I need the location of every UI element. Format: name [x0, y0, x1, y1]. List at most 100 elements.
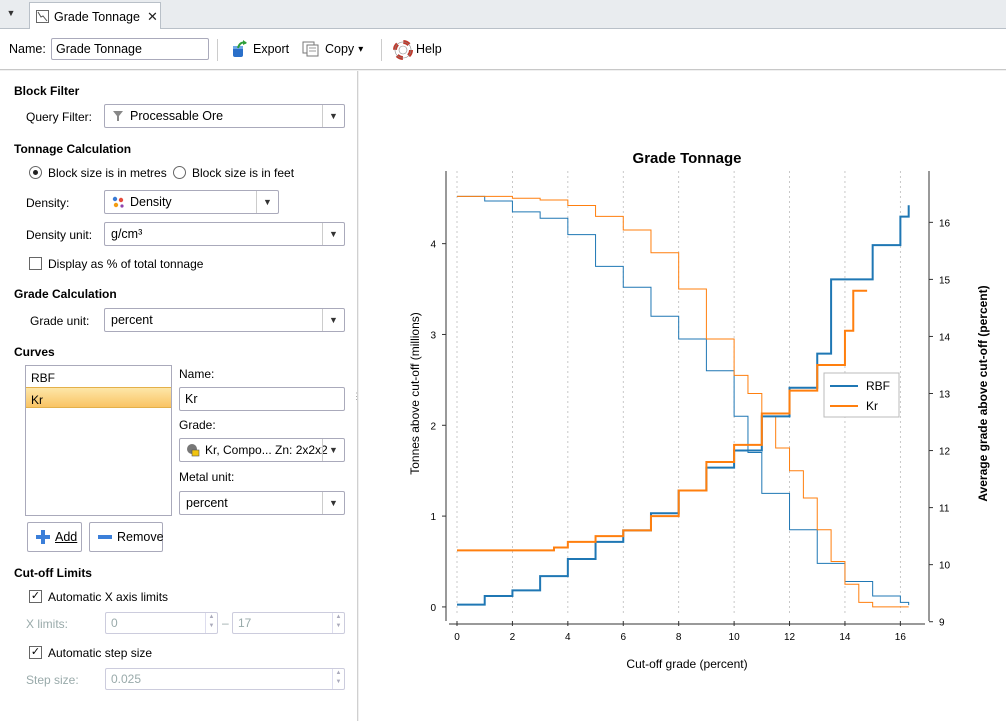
remove-label: Remove — [117, 530, 164, 544]
step-size-input[interactable]: 0.025 ▲ ▼ — [105, 668, 345, 690]
close-icon[interactable]: ✕ — [146, 8, 158, 24]
legend-box — [823, 372, 900, 418]
minus-icon — [97, 529, 113, 545]
name-input[interactable]: Grade Tonnage — [51, 38, 209, 60]
export-button[interactable]: Export — [230, 37, 289, 61]
copy-label: Copy — [325, 42, 355, 56]
y2-tick-label: 13 — [939, 390, 951, 401]
display-percent-checkbox[interactable] — [29, 257, 42, 270]
y2-axis-label: Average grade above cut-off (percent) — [976, 285, 990, 501]
x-axis-label: Cut-off grade (percent) — [626, 657, 747, 671]
spinner-arrows-icon[interactable]: ▲ ▼ — [332, 669, 344, 689]
tab-label: Grade Tonnage — [54, 9, 140, 24]
plus-icon — [35, 529, 51, 545]
grade-header: Grade Calculation — [14, 287, 117, 301]
chart-icon — [36, 10, 49, 23]
metal-unit-label: Metal unit: — [179, 470, 235, 484]
chevron-down-icon[interactable]: ▼ — [322, 309, 344, 331]
export-label: Export — [253, 42, 290, 56]
resize-grip[interactable]: ⋮ — [352, 391, 361, 401]
spinner-arrows-icon[interactable]: ▲ ▼ — [332, 613, 344, 633]
help-button[interactable]: Help — [393, 37, 442, 61]
query-filter-dropdown[interactable]: Processable Ore ▼ — [104, 104, 345, 128]
tab-menu-button[interactable]: ▼ — [6, 8, 16, 18]
name-label: Name: — [9, 42, 46, 56]
density-unit-dropdown[interactable]: g/cm³ ▼ — [104, 222, 345, 246]
cutoff-header: Cut-off Limits — [14, 566, 92, 580]
chevron-down-icon[interactable]: ▼ — [322, 223, 344, 245]
chevron-down-icon[interactable]: ▼ — [322, 105, 344, 127]
y-axis-label: Tonnes above cut-off (millions) — [408, 312, 422, 475]
x-tick-label: 8 — [676, 632, 682, 643]
x-tick-label: 16 — [895, 632, 907, 643]
chevron-down-icon[interactable]: ▼ — [322, 492, 344, 514]
x-tick-label: 4 — [565, 632, 571, 643]
auto-x-label: Automatic X axis limits — [48, 590, 169, 604]
radio-metres[interactable] — [29, 166, 42, 179]
chevron-down-icon[interactable]: ▼ — [322, 439, 344, 461]
curve-name-label: Name: — [179, 367, 215, 381]
help-label: Help — [416, 42, 442, 56]
curves-list[interactable]: RBF Kr — [25, 365, 172, 516]
curve-grade-label: Grade: — [179, 418, 216, 432]
step-size-label: Step size: — [26, 673, 79, 687]
remove-curve-button[interactable]: Remove — [89, 522, 164, 552]
x-tick-label: 2 — [510, 632, 516, 643]
density-value: Density — [130, 195, 172, 209]
grade-unit-dropdown[interactable]: percent ▼ — [104, 308, 345, 332]
query-filter-label: Query Filter: — [26, 110, 93, 124]
block-filter-header: Block Filter — [14, 84, 80, 98]
curve-grade-dropdown[interactable]: Kr, Compo... Zn: 2x2x2 ▼ — [179, 438, 345, 462]
chart-area: Grade Tonnage 0 2 4 6 8 10 12 14 16 0 1 2 3 4 9 10 11 12 13… — [359, 71, 1006, 721]
add-curve-button[interactable]: Add — [27, 522, 82, 552]
export-icon — [230, 40, 248, 58]
x-max-value: 17 — [238, 616, 252, 630]
y2-tick-label: 11 — [939, 504, 950, 515]
copy-button[interactable]: Copy ▾ — [302, 37, 363, 61]
curves-header: Curves — [14, 345, 55, 359]
radio-metres-label: Block size is in metres — [48, 166, 167, 180]
x-min-value: 0 — [111, 616, 118, 630]
x-limits-label: X limits: — [26, 617, 68, 631]
block-model-icon — [186, 443, 200, 457]
filter-icon — [111, 109, 125, 123]
toolbar-divider — [217, 39, 218, 61]
grade-unit-label: Grade unit: — [30, 314, 90, 328]
display-percent-label: Display as % of total tonnage — [48, 257, 204, 271]
y2-tick-label: 16 — [939, 218, 951, 229]
x-tick-label: 12 — [784, 632, 796, 643]
density-unit-value: g/cm³ — [111, 227, 143, 241]
x-tick-label: 14 — [839, 632, 851, 643]
y2-tick-label: 9 — [939, 618, 945, 629]
chevron-down-icon: ▾ — [358, 43, 364, 55]
x-tick-label: 0 — [454, 632, 460, 643]
y-tick-label: 0 — [430, 603, 436, 614]
y-tick-label: 2 — [430, 421, 436, 432]
spinner-arrows-icon[interactable]: ▲ ▼ — [205, 613, 217, 633]
auto-x-checkbox[interactable]: ✓ — [29, 590, 42, 603]
series-line-kr-left — [457, 195, 909, 608]
series-line-kr-right — [457, 289, 868, 552]
list-item[interactable]: RBF — [31, 371, 55, 385]
x-limits-separator: – — [222, 616, 229, 630]
tab-grade-tonnage[interactable]: Grade Tonnage ✕ — [29, 2, 161, 30]
density-dropdown[interactable]: Density ▼ — [104, 190, 279, 214]
metal-unit-dropdown[interactable]: percent ▼ — [179, 491, 345, 515]
x-tick-label: 6 — [620, 632, 626, 643]
chevron-down-icon[interactable]: ▼ — [256, 191, 278, 213]
radio-feet[interactable] — [173, 166, 186, 179]
settings-panel: Block Filter Query Filter: Processable O… — [0, 71, 361, 721]
curve-name-input[interactable]: Kr — [179, 387, 345, 411]
list-item[interactable]: Kr — [26, 387, 171, 408]
y2-tick-label: 14 — [939, 332, 951, 343]
y2-tick-label: 15 — [939, 275, 951, 286]
toolbar: Name: Grade Tonnage Export Copy ▾ Help — [0, 29, 1006, 70]
x-min-input[interactable]: 0 ▲ ▼ — [105, 612, 218, 634]
density-label: Density: — [26, 196, 70, 210]
y2-tick-label: 12 — [939, 447, 951, 458]
y-tick-label: 3 — [430, 330, 436, 341]
tonnage-header: Tonnage Calculation — [14, 142, 132, 156]
auto-step-checkbox[interactable]: ✓ — [29, 646, 42, 659]
x-max-input[interactable]: 17 ▲ ▼ — [232, 612, 345, 634]
